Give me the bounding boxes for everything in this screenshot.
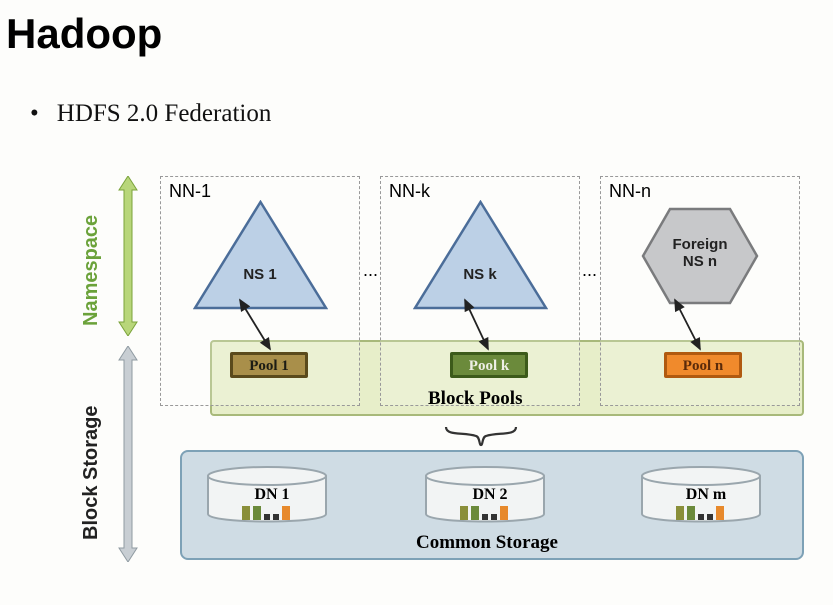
- datanode-chips: [676, 506, 724, 520]
- hdfs-federation-diagram: Namespace Block Storage NN-1NS 1NN-kNS k…: [60, 170, 810, 590]
- pool-box: Pool k: [450, 352, 528, 378]
- datanode-chips: [242, 506, 290, 520]
- datanode-label: DN m: [676, 486, 736, 504]
- block-pools-label: Block Pools: [428, 388, 522, 410]
- page-title: Hadoop: [6, 10, 833, 58]
- bullet-line: • HDFS 2.0 Federation: [30, 100, 833, 128]
- brace-icon: [442, 424, 520, 450]
- datanode-chips: [460, 506, 508, 520]
- bullet-text: HDFS 2.0 Federation: [57, 100, 272, 127]
- pool-box: Pool 1: [230, 352, 308, 378]
- common-storage-label: Common Storage: [416, 532, 558, 554]
- pool-box: Pool n: [664, 352, 742, 378]
- bullet-dot: •: [30, 100, 39, 127]
- datanode-label: DN 1: [242, 486, 302, 504]
- datanode-label: DN 2: [460, 486, 520, 504]
